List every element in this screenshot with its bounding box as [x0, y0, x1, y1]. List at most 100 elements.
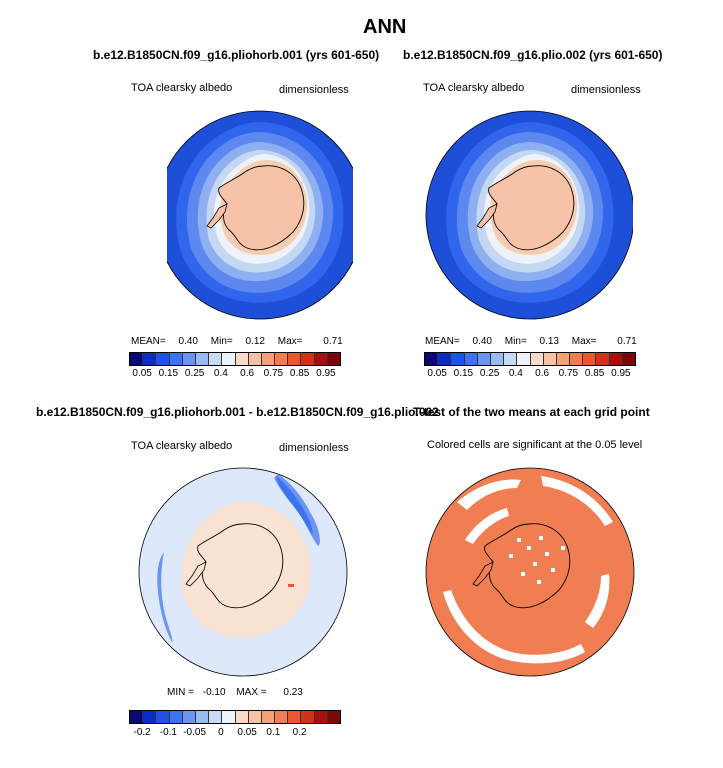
panel3-max-label: MAX = [236, 687, 267, 698]
colorbar-tick-label: -0.2 [133, 727, 151, 738]
panel3-variable: TOA clearsky albedo [131, 440, 233, 452]
ttest-caption: Colored cells are significant at the 0.0… [427, 439, 643, 451]
colorbar-tick-label: 0.75 [558, 368, 579, 379]
colorbar-swatch [451, 353, 465, 365]
panel1-stats: MEAN= 0.40 Min= 0.12 Max= 0.71 [131, 336, 343, 347]
colorbar-diff-labels: -0.2 -0.1 -0.05 0 0.05 0.1 0.2 [129, 727, 339, 741]
colorbar-tick-label: -0.1 [159, 727, 177, 738]
colorbar-tick-label: 0.85 [584, 368, 605, 379]
colorbar-swatch [622, 353, 635, 365]
colorbar-tick-label: 0.4 [213, 368, 228, 379]
colorbar-swatch [517, 353, 531, 365]
colorbar-tick-label: -0.05 [183, 727, 207, 738]
ttest-panel-title: T-test of the two means at each grid poi… [413, 405, 650, 419]
colorbar-swatch [222, 353, 236, 365]
colorbar-swatch [235, 711, 249, 723]
colorbar-tick-label: 0.05 [237, 727, 257, 738]
colorbar-tick-label: 0.25 [479, 368, 500, 379]
panel3-min-label: MIN = [167, 687, 194, 698]
colorbar-swatch [248, 353, 262, 365]
panel1-variable: TOA clearsky albedo [131, 82, 233, 94]
colorbar-swatch [583, 353, 597, 365]
panel2-mean-value: 0.40 [472, 336, 492, 347]
right-panel-title: b.e12.B1850CN.f09_g16.plio.002 (yrs 601-… [403, 48, 663, 62]
colorbar-swatch [314, 711, 328, 723]
panel3-stats: MIN = -0.10 MAX = 0.23 [167, 687, 303, 698]
panel2-min-label: Min= [504, 336, 527, 347]
colorbar-1 [129, 352, 341, 366]
figure-title: ANN [363, 16, 407, 38]
polar-map-2 [425, 110, 633, 320]
panel1-units: dimensionless [279, 84, 349, 96]
colorbar-swatch [156, 353, 170, 365]
colorbar-1-labels: 0.05 0.15 0.25 0.4 0.6 0.75 0.85 0.95 [129, 368, 339, 382]
panel2-min-value: 0.13 [539, 336, 559, 347]
colorbar-tick-label: 0.2 [292, 727, 307, 738]
colorbar-tick-label: 0.4 [508, 368, 523, 379]
colorbar-swatch [490, 353, 505, 365]
colorbar-tick-label: 0.15 [453, 368, 474, 379]
panel2-units: dimensionless [571, 84, 641, 96]
colorbar-2 [424, 352, 636, 366]
panel2-max-label: Max= [571, 336, 597, 347]
panel1-min-value: 0.12 [245, 336, 265, 347]
colorbar-swatch [596, 353, 610, 365]
colorbar-swatch [209, 353, 223, 365]
polar-map-1 [167, 110, 353, 320]
colorbar-swatch [543, 353, 557, 365]
colorbar-swatch [327, 711, 340, 723]
colorbar-swatch [288, 711, 302, 723]
colorbar-tick-label: 0.85 [289, 368, 310, 379]
colorbar-swatch [195, 353, 210, 365]
panel2-variable: TOA clearsky albedo [423, 82, 525, 94]
colorbar-tick-label: 0 [218, 727, 224, 738]
colorbar-2-labels: 0.05 0.15 0.25 0.4 0.6 0.75 0.85 0.95 [424, 368, 634, 382]
panel3-units: dimensionless [279, 442, 349, 454]
colorbar-swatch [261, 711, 276, 723]
panel1-max-value: 0.71 [323, 336, 343, 347]
colorbar-swatch [130, 711, 144, 723]
colorbar-tick-label: 0.6 [240, 368, 255, 379]
colorbar-swatch [222, 711, 236, 723]
colorbar-swatch [464, 353, 478, 365]
polar-map-diff [138, 467, 348, 677]
colorbar-tick-label: 0.05 [132, 368, 152, 379]
colorbar-swatch [327, 353, 340, 365]
colorbar-swatch [143, 711, 157, 723]
colorbar-swatch [209, 711, 223, 723]
colorbar-swatch [182, 711, 196, 723]
panel3-max-value: 0.23 [283, 687, 303, 698]
colorbar-tick-label: 0.95 [611, 368, 631, 379]
colorbar-swatch [570, 353, 584, 365]
colorbar-tick-label: 0.15 [158, 368, 179, 379]
colorbar-swatch [156, 711, 170, 723]
colorbar-swatch [169, 711, 183, 723]
colorbar-swatch [301, 353, 315, 365]
colorbar-swatch [182, 353, 196, 365]
colorbar-swatch [143, 353, 157, 365]
colorbar-swatch [275, 711, 289, 723]
colorbar-tick-label: 0.1 [266, 727, 281, 738]
colorbar-swatch [314, 353, 328, 365]
panel3-min-value: -0.10 [202, 687, 226, 698]
colorbar-diff [129, 710, 341, 724]
colorbar-tick-label: 0.75 [263, 368, 284, 379]
panel1-mean-value: 0.40 [178, 336, 198, 347]
panel2-mean-label: MEAN= [425, 336, 460, 347]
colorbar-tick-label: 0.95 [316, 368, 336, 379]
colorbar-swatch [169, 353, 183, 365]
colorbar-swatch [438, 353, 452, 365]
colorbar-swatch [609, 353, 623, 365]
panel1-mean-label: MEAN= [131, 336, 166, 347]
colorbar-swatch [425, 353, 439, 365]
colorbar-swatch [261, 353, 276, 365]
panel1-max-label: Max= [277, 336, 303, 347]
colorbar-swatch [248, 711, 262, 723]
panel2-max-value: 0.71 [617, 336, 637, 347]
colorbar-swatch [288, 353, 302, 365]
polar-map-ttest [425, 467, 635, 677]
colorbar-swatch [477, 353, 491, 365]
colorbar-swatch [130, 353, 144, 365]
colorbar-tick-label: 0.6 [535, 368, 550, 379]
colorbar-swatch [275, 353, 289, 365]
